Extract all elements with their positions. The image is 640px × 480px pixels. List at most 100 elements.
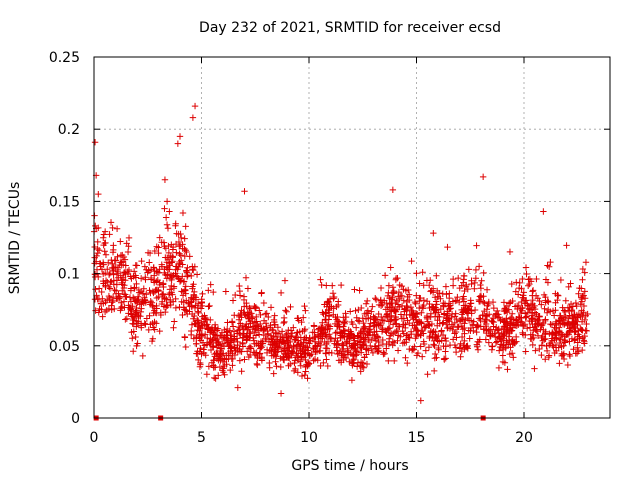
data-point <box>442 337 450 345</box>
data-point <box>170 324 177 331</box>
data-point <box>508 350 516 357</box>
data-point <box>100 241 107 249</box>
data-point <box>126 294 134 301</box>
data-point <box>150 279 158 286</box>
data-point <box>455 274 462 282</box>
data-point <box>219 358 227 366</box>
data-point <box>294 329 301 336</box>
data-point <box>532 347 539 354</box>
data-point <box>324 299 331 306</box>
data-point <box>164 225 172 232</box>
data-point <box>389 186 397 194</box>
data-point <box>529 341 536 349</box>
data-point <box>523 297 530 304</box>
data-point <box>270 370 277 377</box>
data-point <box>199 302 206 310</box>
data-point <box>271 318 278 326</box>
data-point <box>442 348 449 355</box>
data-point <box>565 283 572 291</box>
data-point <box>267 324 274 331</box>
data-point <box>494 313 502 321</box>
data-point <box>564 304 572 312</box>
data-point <box>526 275 534 283</box>
data-point <box>504 366 511 373</box>
data-point <box>330 311 337 318</box>
data-point <box>321 316 329 323</box>
data-point <box>326 303 334 310</box>
data-point <box>102 283 109 291</box>
data-point <box>302 349 309 357</box>
data-point <box>153 243 160 250</box>
data-point <box>267 304 275 311</box>
data-point <box>521 300 529 307</box>
data-point <box>557 336 564 343</box>
data-point <box>108 264 116 272</box>
data-point <box>298 318 305 326</box>
data-point <box>400 297 407 304</box>
data-point <box>446 341 454 349</box>
data-point <box>348 376 356 384</box>
data-point <box>299 346 306 354</box>
data-point <box>100 234 107 241</box>
data-point <box>394 274 401 282</box>
data-point <box>209 343 216 351</box>
data-point <box>251 302 258 310</box>
data-point <box>179 261 186 268</box>
data-point <box>117 305 125 312</box>
data-point <box>199 290 206 298</box>
data-point <box>130 348 137 355</box>
data-point <box>358 304 365 312</box>
data-point <box>94 238 101 246</box>
data-point <box>126 304 133 311</box>
data-point <box>540 326 547 334</box>
data-point <box>191 288 198 296</box>
data-point <box>575 331 582 338</box>
data-point <box>210 364 217 371</box>
data-point <box>202 352 209 359</box>
data-point <box>473 328 480 336</box>
data-point <box>167 298 174 306</box>
data-point <box>460 342 467 349</box>
data-point <box>559 304 566 311</box>
data-point <box>107 219 115 226</box>
data-point <box>415 331 422 338</box>
data-point <box>461 287 468 295</box>
data-point <box>583 320 590 328</box>
data-point <box>483 286 491 293</box>
data-point <box>227 366 234 374</box>
data-point <box>253 322 261 329</box>
data-point <box>281 345 289 352</box>
data-point <box>449 275 457 283</box>
data-point <box>374 348 382 355</box>
data-point <box>194 300 202 307</box>
data-point <box>354 317 362 324</box>
data-point <box>482 336 490 343</box>
data-point <box>485 298 493 306</box>
data-point <box>244 311 252 318</box>
data-point <box>433 272 440 279</box>
data-point <box>366 336 374 344</box>
data-point <box>111 305 118 313</box>
data-point <box>430 341 437 348</box>
data-point <box>436 338 443 345</box>
data-point <box>563 331 570 338</box>
data-point <box>206 302 213 310</box>
data-point <box>233 344 241 352</box>
data-point <box>532 323 540 330</box>
data-point <box>574 339 581 346</box>
data-point <box>194 317 202 325</box>
data-point <box>449 336 457 343</box>
data-point <box>542 276 550 283</box>
data-point <box>582 259 590 266</box>
data-point <box>278 339 285 346</box>
data-point <box>185 299 192 306</box>
x-tick-label: 0 <box>90 430 99 446</box>
data-point <box>336 347 344 355</box>
data-point <box>182 343 189 351</box>
data-point <box>133 342 140 350</box>
data-point <box>503 315 510 322</box>
data-point <box>379 324 386 332</box>
data-point <box>212 375 219 382</box>
data-point <box>412 327 420 334</box>
x-ticks: 0 5 10 15 20 <box>90 57 533 446</box>
